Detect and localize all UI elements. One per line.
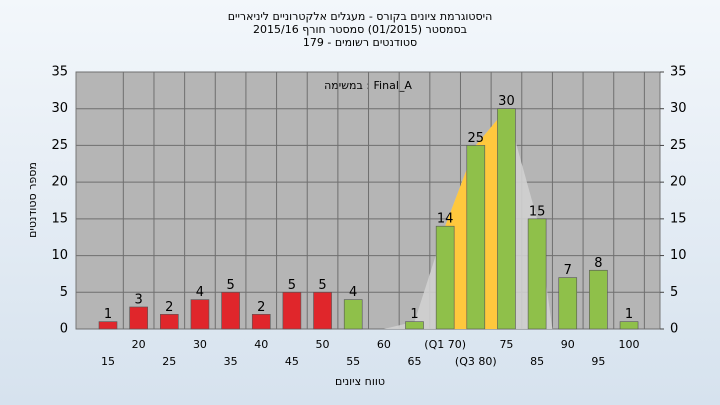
y-tick-label: 30 [51, 101, 68, 116]
data-label: 7 [564, 263, 572, 278]
bar [282, 291, 302, 330]
data-label: 15 [529, 204, 546, 219]
bar [497, 108, 516, 330]
x-tick-label: 30 [193, 338, 207, 351]
bar [313, 291, 332, 330]
x-tick-label: 65 [408, 355, 422, 368]
bar [589, 269, 608, 330]
y2-tick-label: 25 [670, 138, 687, 153]
data-label: 25 [468, 131, 485, 146]
x-tick-label: 60 [377, 338, 391, 351]
bar [160, 314, 179, 330]
bar [527, 218, 547, 330]
data-label: 2 [165, 300, 173, 315]
bar [466, 145, 486, 330]
bar [251, 314, 271, 330]
y2-tick-label: 0 [670, 322, 678, 337]
data-label: 5 [288, 278, 296, 293]
bar [129, 306, 148, 330]
y-axis-title: מספר סטודנטים [26, 162, 39, 238]
x-tick-label: 35 [224, 355, 238, 368]
data-label: 5 [318, 278, 326, 293]
y2-tick-label: 15 [670, 211, 687, 226]
data-label: 8 [594, 256, 602, 271]
y-tick-label: 20 [51, 175, 68, 190]
data-label: 3 [135, 292, 143, 307]
x-tick-label: 50 [316, 338, 330, 351]
bar [190, 299, 210, 330]
data-label: 2 [257, 300, 265, 315]
y2-tick-label: 30 [670, 101, 687, 116]
x-tick-label: 40 [254, 338, 268, 351]
x-tick-label: 85 [530, 355, 544, 368]
y-tick-label: 10 [51, 248, 68, 263]
y-tick-label: 25 [51, 138, 68, 153]
data-label: 30 [498, 94, 515, 109]
x-tick-label: (Q3 80) [455, 355, 497, 368]
data-label: 1 [625, 307, 633, 322]
chart-title: היסטוגרמת ציונים בקורס - מעגלים אלקטרוני… [228, 10, 493, 23]
data-label: 4 [349, 285, 357, 300]
bar [619, 321, 639, 330]
y-tick-label: 0 [60, 322, 68, 337]
y2-tick-label: 10 [670, 248, 687, 263]
y2-tick-label: 5 [670, 285, 678, 300]
chart-subtitle: בסמסטר (01/2015) סמסטר חורף 2015/16 [253, 23, 467, 36]
bar [558, 277, 578, 330]
bar [435, 225, 455, 330]
x-tick-label: 25 [162, 355, 176, 368]
y-tick-label: 5 [60, 285, 68, 300]
x-axis-title: טווח ציונים [335, 375, 385, 388]
data-label: 1 [104, 307, 112, 322]
bar [221, 291, 240, 330]
y2-tick-label: 35 [670, 65, 687, 80]
y2-tick-label: 20 [670, 175, 687, 190]
data-label: 1 [410, 307, 418, 322]
bar [343, 299, 363, 330]
x-tick-label: 20 [132, 338, 146, 351]
x-tick-label: 100 [619, 338, 640, 351]
x-tick-label: (Q1 70) [424, 338, 466, 351]
x-tick-label: 90 [561, 338, 575, 351]
data-label: 14 [437, 212, 454, 227]
x-tick-label: 55 [346, 355, 360, 368]
x-tick-label: 15 [101, 355, 115, 368]
x-tick-label: 95 [591, 355, 605, 368]
y-tick-label: 35 [51, 65, 68, 80]
y-tick-label: 15 [51, 211, 68, 226]
data-label: 5 [226, 278, 234, 293]
x-tick-label: 75 [499, 338, 513, 351]
bar [405, 321, 424, 330]
bar [98, 321, 118, 330]
chart-subtitle: סטודנטים רשומים - 179 [303, 36, 417, 49]
x-tick-label: 45 [285, 355, 299, 368]
data-label: 4 [196, 285, 204, 300]
